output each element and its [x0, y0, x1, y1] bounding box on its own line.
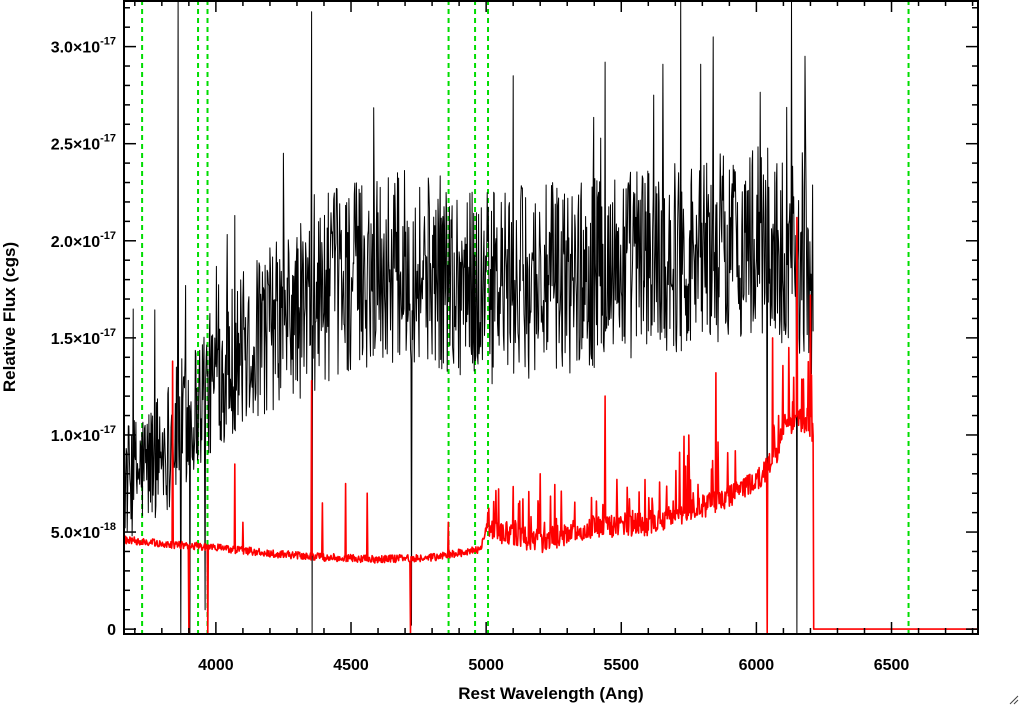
y-tick-label: 1.5×10-17: [51, 327, 116, 348]
y-tick-label: 0: [107, 622, 116, 639]
x-tick-label: 6000: [739, 657, 775, 674]
y-tick-label: 2.0×10-17: [51, 230, 116, 251]
axis-ticks: [124, 0, 978, 634]
y-tick-label: 3.0×10-17: [51, 36, 116, 57]
spectrum-series: [124, 0, 978, 634]
x-tick-label: 6500: [874, 657, 910, 674]
plot-frame: [123, 0, 979, 635]
x-tick-label: 5000: [468, 657, 504, 674]
x-tick-label: 4500: [333, 657, 369, 674]
y-tick-label: 5.0×10-18: [51, 521, 116, 542]
y-tick-label: 1.0×10-17: [51, 424, 116, 445]
y-tick-label: 2.5×10-17: [51, 133, 116, 154]
y-tick-labels: 0 5.0×10-18 1.0×10-17 1.5×10-17 2.0×10-17 2.5…: [51, 36, 116, 640]
x-tick-labels: 4000 4500 5000 5500 6000 6500: [198, 657, 909, 674]
x-tick-label: 5500: [603, 657, 639, 674]
resize-grip-icon[interactable]: [1009, 695, 1019, 705]
series-line-observed: [124, 0, 814, 634]
x-axis-title: Rest Wavelength (Ang): [458, 684, 643, 703]
series-line-model: [124, 216, 978, 634]
y-axis-title: Relative Flux (cgs): [0, 242, 19, 392]
x-tick-label: 4000: [198, 657, 234, 674]
